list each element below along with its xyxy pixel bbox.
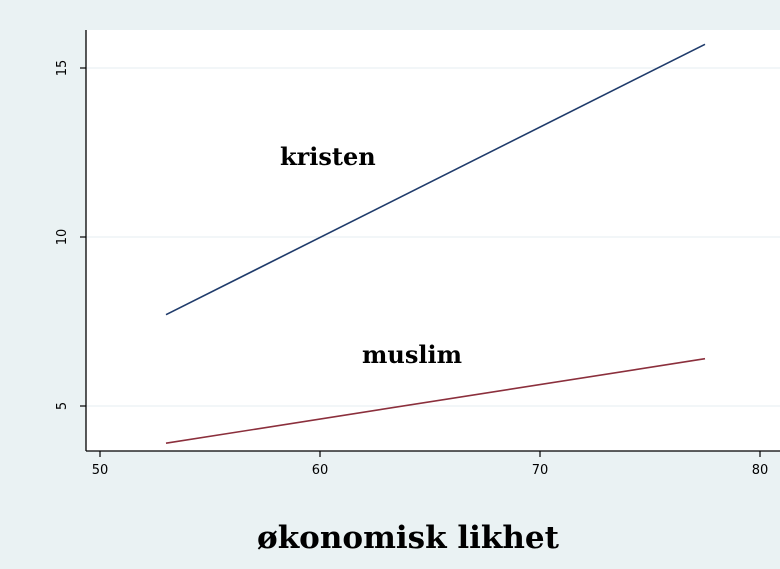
series-label-muslim: muslim <box>362 340 462 369</box>
x-tick-label-50: 50 <box>92 463 109 478</box>
y-tick-label-10: 10 <box>55 229 70 246</box>
series-lines <box>165 43 706 444</box>
series-label-kristen: kristen <box>280 142 376 171</box>
x-tick-label-60: 60 <box>312 463 329 478</box>
series-labels: kristen muslim <box>280 142 462 369</box>
y-tick-label-5: 5 <box>55 402 70 410</box>
x-tick-label-70: 70 <box>532 463 549 478</box>
axes <box>85 30 780 452</box>
gridlines <box>86 67 780 407</box>
ticks: 5 10 15 50 60 70 80 <box>55 60 768 478</box>
x-tick-label-80: 80 <box>752 463 769 478</box>
series-line-muslim <box>165 357 706 444</box>
x-axis-title: økonomisk likhet <box>257 520 560 556</box>
plot-area <box>86 30 780 451</box>
series-line-kristen <box>165 43 706 316</box>
y-tick-label-15: 15 <box>55 60 70 77</box>
